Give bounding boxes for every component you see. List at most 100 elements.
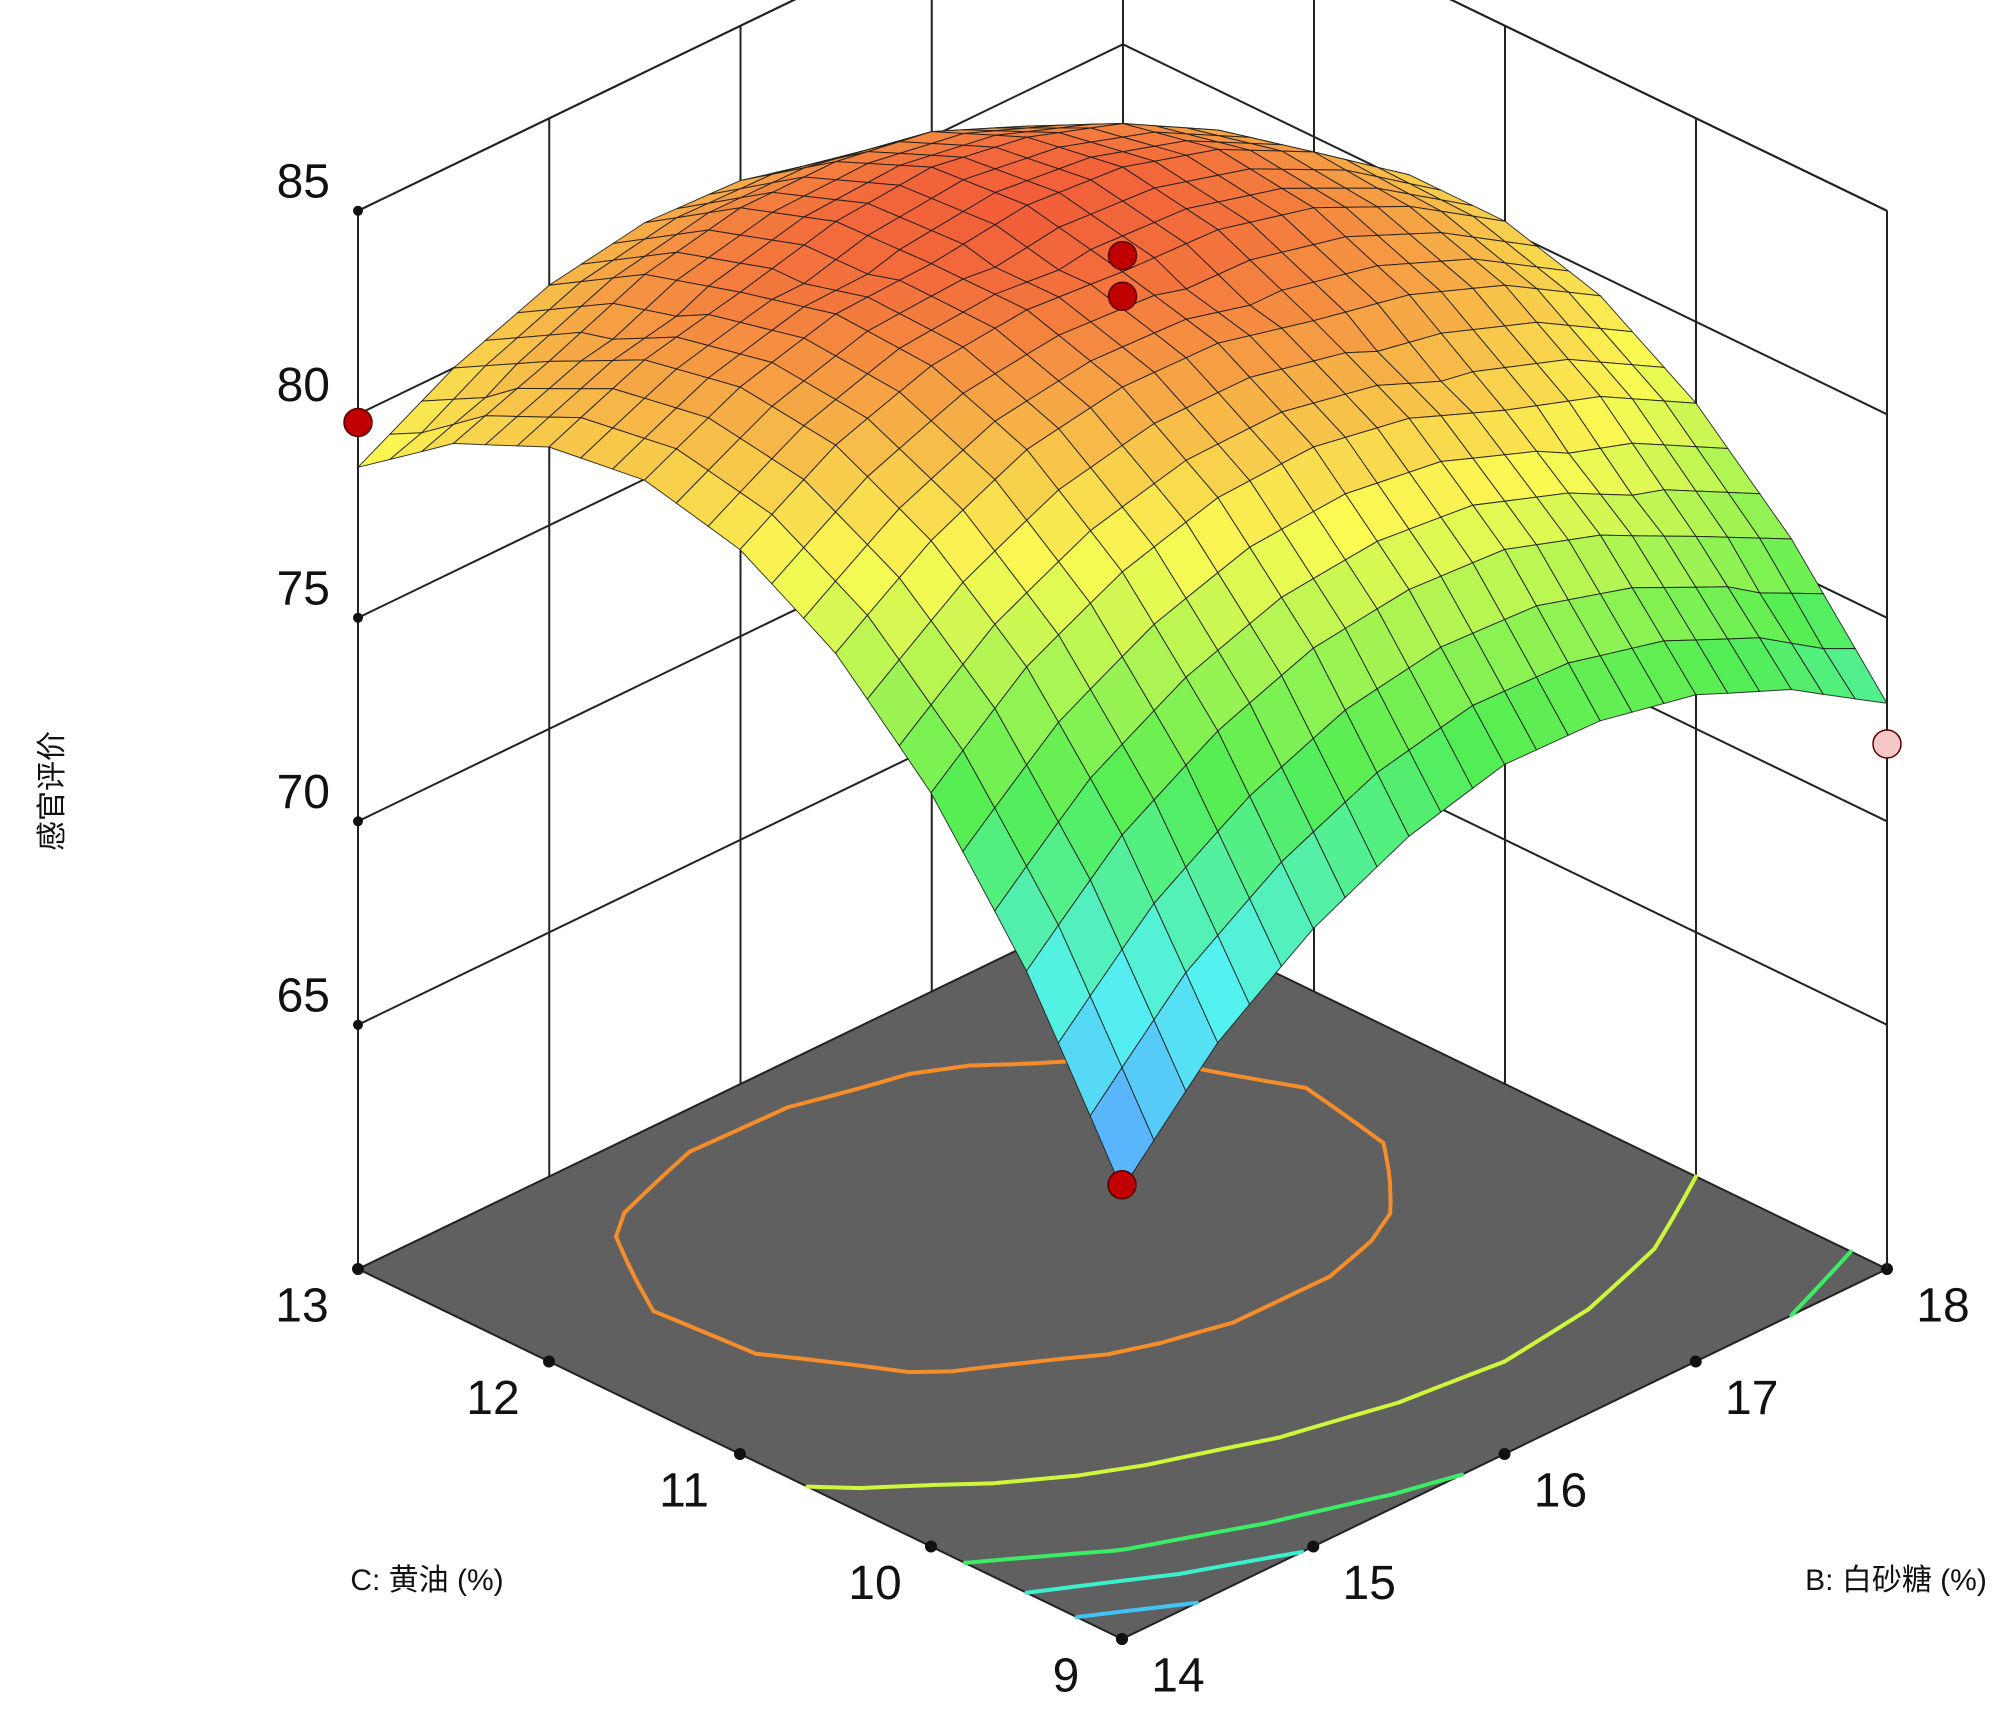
c-tick-label: 9 [1053,1650,1080,1703]
contour-segment [1387,1180,1393,1203]
c-tick-mark [734,1448,746,1460]
contour-segment [806,1357,862,1368]
contour-segment [1316,1412,1361,1428]
contour-segment [665,1149,692,1174]
contour-segment [980,1363,1005,1370]
surface-face [1089,1066,1155,1191]
contour-segment [1143,1456,1179,1468]
contour-segment [1075,1470,1099,1478]
b-tick-label: 18 [1916,1280,1969,1333]
contour-segment [1035,1551,1076,1559]
contour-segment [907,1369,954,1375]
z-tick-label: 70 [277,766,330,819]
wall-grid-line [357,0,797,212]
contour-segment [1125,1538,1176,1551]
contour-segment [1187,1444,1237,1458]
contour-segment [1176,1600,1199,1607]
contour-segment [1232,1435,1282,1449]
contour-segment [967,1062,1020,1068]
contour-segment [1125,1572,1181,1583]
contour-segment [929,1481,994,1488]
z-tick-mark [353,205,363,216]
contour-segment [1356,1400,1401,1417]
contour-segment [1303,1085,1335,1109]
contour-segment [1349,1491,1398,1506]
contour-segment [1841,1249,1853,1262]
contour-segment [1355,1122,1386,1145]
contour-segment [1324,1501,1354,1512]
contour-segment [1680,1174,1698,1203]
contour-segment [1289,1423,1321,1436]
contour-segment [1190,1320,1236,1336]
contour-segment [720,1120,758,1139]
contour-segment [962,1556,1021,1565]
contour-segment [625,1260,639,1283]
z-tick-mark [353,612,363,623]
wall-grid-line [1449,0,1888,212]
contour-segment [1652,1223,1671,1251]
contour-segment [1382,1147,1391,1174]
contour-segment [622,1190,648,1215]
contour-segment [958,1063,972,1069]
contour-segment [857,1363,885,1371]
contour-segment [1502,1342,1535,1364]
contour-segment [1295,1274,1332,1294]
contour-segment [1558,1307,1591,1329]
contour-segment [1199,1563,1228,1572]
z-tick-label: 85 [277,155,330,208]
b-tick-label: 16 [1534,1465,1587,1518]
c-tick-mark [1116,1633,1128,1645]
contour-segment [1016,1554,1040,1561]
b-tick-mark [1498,1448,1511,1460]
contour-segment [1231,1305,1268,1325]
contour-segment [1350,1239,1373,1260]
b-tick-mark [1689,1355,1702,1368]
contour-segment [1110,1578,1130,1584]
contour-segment [1043,1473,1080,1481]
contour-segment [1052,1356,1067,1362]
c-tick-label: 13 [275,1280,328,1333]
c-tick-mark [925,1540,937,1553]
contour-segment [1330,1104,1360,1127]
b-axis-title: B: 白砂糖 (%) [1805,1564,1987,1597]
contour-segment [1277,1431,1294,1440]
contour-segment [1809,1270,1834,1297]
contour-segment [1608,1267,1635,1292]
contour-segment [753,1105,791,1125]
contour-segment [1217,1521,1268,1534]
contour-segment [1210,1069,1234,1077]
c-axis-title: C: 黄油 (%) [350,1564,503,1597]
contour-segment [949,1365,985,1374]
contour-segment [1433,1472,1464,1485]
contour-segment [1586,1287,1613,1312]
c-tick-label: 11 [659,1465,709,1518]
contour-segment [794,1356,811,1362]
contour-segment [1396,1386,1436,1405]
contour-segment [1269,1549,1304,1560]
contour-segment [1015,1061,1041,1067]
contour-segment [1094,1463,1148,1475]
design-point [1107,1170,1137,1200]
contour-segment [685,1323,724,1342]
b-tick-mark [1307,1540,1320,1553]
contour-segment [1171,1530,1217,1543]
contour-segment [1074,1579,1115,1589]
contour-segment [868,1071,913,1088]
contour-segment [1631,1246,1657,1271]
contour-segment [1263,1289,1300,1310]
contour-segment [754,1351,799,1361]
contour-segment [1670,1198,1685,1221]
b-tick-label: 15 [1343,1557,1396,1610]
contour-segment [1158,1331,1195,1345]
contour-segment [1105,1342,1154,1357]
b-tick-label: 14 [1151,1650,1204,1703]
contour-segment [645,1169,670,1193]
z-tick-label: 75 [277,562,330,615]
contour-segment [1256,1077,1308,1090]
contour-segment [1306,1507,1329,1516]
contour-segment [1062,1352,1110,1361]
contour-segment [827,1086,861,1099]
contour-segment [1393,1480,1438,1496]
contour-segment [1372,1211,1393,1239]
contour-segment [786,1094,832,1110]
